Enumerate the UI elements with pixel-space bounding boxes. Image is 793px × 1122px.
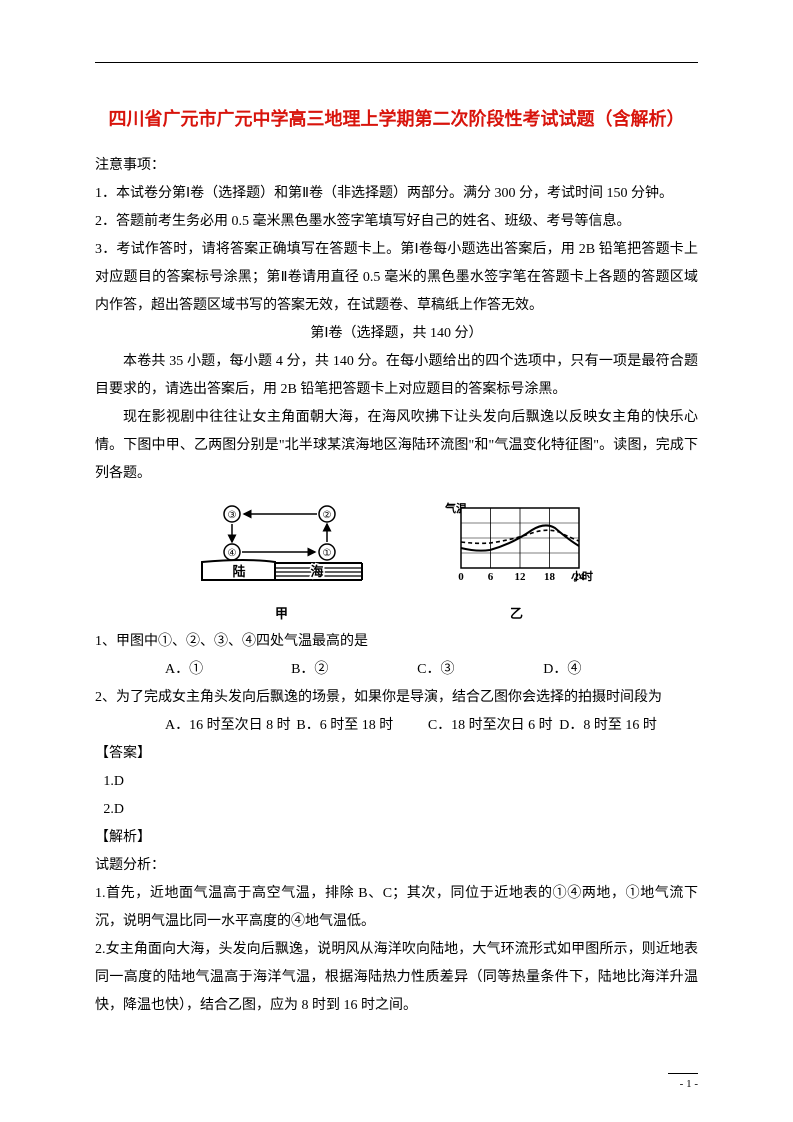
section1-title: 第Ⅰ卷（选择题，共 140 分） (95, 320, 698, 348)
diagram-jia-svg: ③ ② ④ ① 陆 海 海 (197, 500, 367, 595)
section1-intro: 本卷共 35 小题，每小题 4 分，共 140 分。在每小题给出的四个选项中，只… (95, 348, 698, 404)
sea-label: 海 (310, 564, 323, 579)
passage-1: 现在影视剧中往往让女主角面朝大海，在海风吹拂下让头发向后飘逸以反映女主角的快乐心… (95, 404, 698, 488)
q1-opt-b: B．② (291, 656, 414, 684)
figure-jia-label: 甲 (197, 603, 367, 622)
exam-title: 四川省广元市广元中学高三地理上学期第二次阶段性考试试题（含解析） (95, 100, 698, 140)
analysis-header: 试题分析： (95, 852, 698, 880)
node-3: ③ (227, 510, 236, 521)
q1-stem: 1、甲图中①、②、③、④四处气温最高的是 (95, 628, 698, 656)
answer-2: 2.D (95, 796, 698, 824)
analysis-label: 【解析】 (95, 824, 698, 852)
xtick-0: 0 (458, 571, 464, 583)
xtick-6: 6 (487, 571, 493, 583)
notice-2: 2．答题前考生务必用 0.5 毫米黑色墨水签字笔填写好自己的姓名、班级、考号等信… (95, 208, 698, 236)
xaxis-label: 小时 (570, 569, 593, 583)
q2-options: A．16 时至次日 8 时 B．6 时至 18 时 C．18 时至次日 6 时 … (95, 712, 698, 740)
node-4: ④ (227, 548, 236, 559)
q1-opt-d: D．④ (543, 656, 666, 684)
q1-opt-a: A．① (165, 656, 288, 684)
land-label: 陆 (232, 564, 245, 579)
page-number-rule (668, 1073, 698, 1074)
figure-jia: ③ ② ④ ① 陆 海 海 甲 (197, 500, 367, 622)
node-1: ① (322, 548, 331, 559)
figure-yi: 气温 0 6 12 18 24 小时 乙 (437, 500, 597, 622)
figure-row: ③ ② ④ ① 陆 海 海 甲 (95, 500, 698, 622)
xtick-12: 12 (514, 571, 526, 583)
chart-yi-svg: 气温 0 6 12 18 24 小时 (437, 500, 597, 595)
notice-3: 3．考试作答时，请将答案正确填写在答题卡上。第Ⅰ卷每小题选出答案后，用 2B 铅… (95, 236, 698, 320)
q2-opt-b: B．6 时至 18 时 (296, 712, 424, 740)
notice-header: 注意事项： (95, 152, 698, 180)
analysis-1: 1.首先，近地面气温高于高空气温，排除 B、C；其次，同位于近地表的①④两地，①… (95, 880, 698, 936)
q2-opt-d: D．8 时至 16 时 (559, 712, 687, 740)
top-rule (95, 62, 698, 63)
q1-opt-c: C．③ (417, 656, 540, 684)
answer-1: 1.D (95, 768, 698, 796)
analysis-2: 2.女主角面向大海，头发向后飘逸，说明风从海洋吹向陆地，大气环流形式如甲图所示，… (95, 936, 698, 1020)
q2-opt-c: C．18 时至次日 6 时 (428, 712, 556, 740)
figure-yi-label: 乙 (437, 603, 597, 622)
q1-options: A．① B．② C．③ D．④ (95, 656, 698, 684)
q2-stem: 2、为了完成女主角头发向后飘逸的场景，如果你是导演，结合乙图你会选择的拍摄时间段… (95, 684, 698, 712)
notice-1: 1．本试卷分第Ⅰ卷（选择题）和第Ⅱ卷（非选择题）两部分。满分 300 分，考试时… (95, 180, 698, 208)
page-number: - 1 - (680, 1078, 698, 1090)
xtick-18: 18 (544, 571, 556, 583)
answer-label: 【答案】 (95, 740, 698, 768)
q2-opt-a: A．16 时至次日 8 时 (165, 712, 293, 740)
node-2: ② (322, 510, 331, 521)
